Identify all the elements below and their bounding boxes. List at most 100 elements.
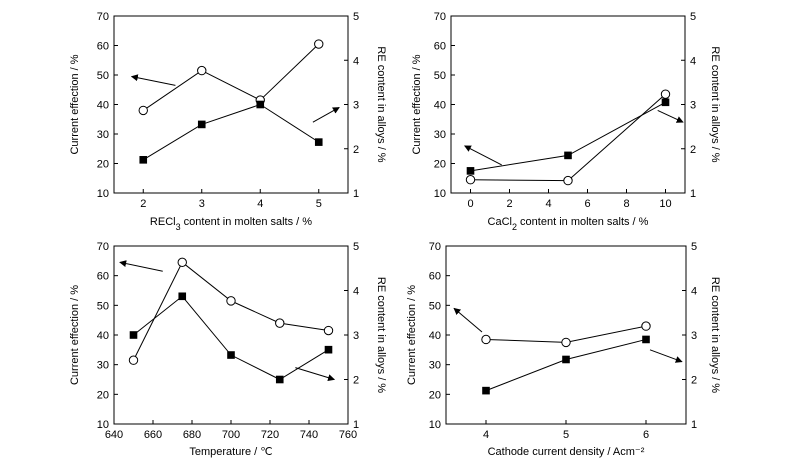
panel-3: 640 660 680 700 720 740 760 10 20 30 40 50 60 70 1 2 3…	[69, 241, 387, 458]
panel-4: 4 5 6 10 20 30 40 50 60 70 1 2 3 4 5 Cathode current…	[406, 241, 721, 458]
x-tick-label: 8	[623, 198, 629, 210]
left-y-tick-label: 70	[434, 11, 446, 23]
left-y-tick-label: 40	[434, 100, 446, 112]
left-y-tick-label: 40	[429, 330, 441, 342]
left-y-tick-label: 40	[97, 100, 109, 112]
right-y-tick-label: 5	[353, 11, 359, 23]
right-y-tick-label: 5	[691, 241, 697, 253]
open-circle-marker	[465, 175, 476, 185]
left-y-axis-title: Current effection / %	[69, 285, 81, 385]
series-line-circles	[470, 93, 666, 182]
plot-frame	[450, 15, 686, 194]
x-tick-label: 5	[316, 198, 322, 210]
left-y-tick-label: 20	[97, 159, 109, 171]
left-y-tick-label: 30	[97, 129, 109, 141]
arrow-to-right-axis	[657, 109, 684, 123]
markers	[465, 89, 671, 186]
open-circle-marker	[314, 39, 324, 49]
x-tick-label: 2	[140, 198, 146, 210]
right-y-axis-title: RE content in alloys / %	[709, 46, 721, 162]
open-circle-marker	[138, 105, 148, 116]
x-tick-label: 700	[222, 429, 240, 441]
open-circle-marker	[323, 325, 334, 336]
x-axis-title: CaCl2 content in molten salts / %	[488, 216, 649, 232]
x-tick-label: 740	[300, 429, 318, 441]
right-y-axis-title: RE content in alloys / %	[375, 277, 387, 393]
filled-square-marker	[466, 167, 475, 175]
right-y-tick-label: 5	[353, 241, 359, 253]
filled-square-marker	[227, 351, 235, 359]
open-circle-marker	[481, 334, 491, 345]
x-tick-label: 6	[643, 429, 649, 441]
x-tick-label: 4	[545, 198, 551, 210]
filled-square-marker	[314, 138, 323, 146]
right-y-tick-label: 2	[353, 375, 359, 387]
left-y-tick-label: 70	[97, 241, 109, 253]
left-y-tick-label: 30	[429, 360, 441, 372]
left-y-ticks: 10 20 30 40 50 60 70	[97, 11, 118, 200]
filled-square-marker	[661, 98, 670, 107]
filled-square-marker	[275, 375, 284, 384]
arrow-to-right-axis	[312, 107, 340, 123]
left-y-tick-label: 10	[429, 419, 441, 431]
filled-square-marker	[564, 151, 572, 160]
left-y-tick-label: 30	[97, 360, 109, 372]
right-y-tick-label: 4	[353, 286, 359, 298]
right-y-tick-label: 1	[353, 419, 359, 431]
x-ticks: 2 3 4 5	[140, 189, 322, 210]
arrow-to-right-axis	[295, 367, 336, 382]
x-axis-title: Cathode current density / Acm⁻²	[488, 446, 645, 458]
left-y-tick-label: 10	[97, 419, 109, 431]
right-y-tick-label: 4	[691, 286, 697, 298]
filled-square-marker	[482, 386, 490, 395]
arrow-to-left-axis	[119, 260, 163, 272]
left-y-tick-label: 60	[97, 271, 109, 283]
markers	[138, 39, 324, 164]
filled-square-marker	[642, 335, 650, 344]
filled-square-marker	[562, 355, 570, 364]
series-lines	[470, 93, 666, 182]
x-tick-label: 4	[257, 198, 263, 210]
plot-frame	[113, 15, 349, 194]
left-y-tick-label: 50	[97, 300, 109, 312]
left-y-tick-label: 60	[429, 271, 441, 283]
series-lines	[133, 261, 329, 381]
left-y-axis-title: Current effection / %	[69, 54, 81, 154]
series-line-squares	[470, 101, 666, 172]
x-axis-title-subscript: 3	[176, 222, 181, 232]
left-y-tick-label: 20	[429, 389, 441, 401]
x-axis-title: RECl3 content in molten salts / %	[150, 216, 312, 232]
right-y-tick-label: 5	[690, 11, 696, 23]
left-y-tick-label: 20	[434, 159, 446, 171]
filled-square-marker	[139, 156, 148, 164]
x-tick-label: 660	[144, 429, 162, 441]
series-line-circles	[142, 43, 320, 111]
open-circle-marker	[641, 321, 651, 331]
right-y-ticks: 1 2 3 4 5	[344, 11, 359, 200]
left-y-ticks: 10 20 30 40 50 60 70	[97, 241, 118, 431]
right-y-tick-label: 2	[353, 144, 359, 156]
x-ticks: 4 5 6	[483, 420, 649, 441]
x-ticks: 640 660 680 700 720 740 760	[105, 420, 357, 441]
right-y-tick-label: 3	[691, 330, 697, 342]
open-circle-marker	[177, 257, 187, 268]
open-circle-marker	[226, 296, 236, 306]
open-circle-marker	[197, 65, 207, 76]
open-circle-marker	[128, 355, 139, 365]
right-y-tick-label: 3	[690, 100, 696, 112]
left-y-tick-label: 10	[97, 188, 109, 200]
x-tick-label: 5	[563, 429, 569, 441]
x-axis-title-rest: content in molten salts / %	[181, 216, 313, 228]
series-lines	[142, 43, 320, 161]
right-y-tick-label: 2	[690, 144, 696, 156]
x-tick-label: 640	[105, 429, 123, 441]
right-y-axis-title: RE content in alloys / %	[709, 277, 721, 393]
filled-square-marker	[256, 100, 265, 109]
filled-square-marker	[197, 120, 206, 129]
x-tick-label: 4	[483, 429, 489, 441]
right-y-ticks: 1 2 3 4 5	[681, 11, 696, 200]
right-y-ticks: 1 2 3 4 5	[682, 241, 697, 431]
filled-square-marker	[178, 292, 187, 301]
